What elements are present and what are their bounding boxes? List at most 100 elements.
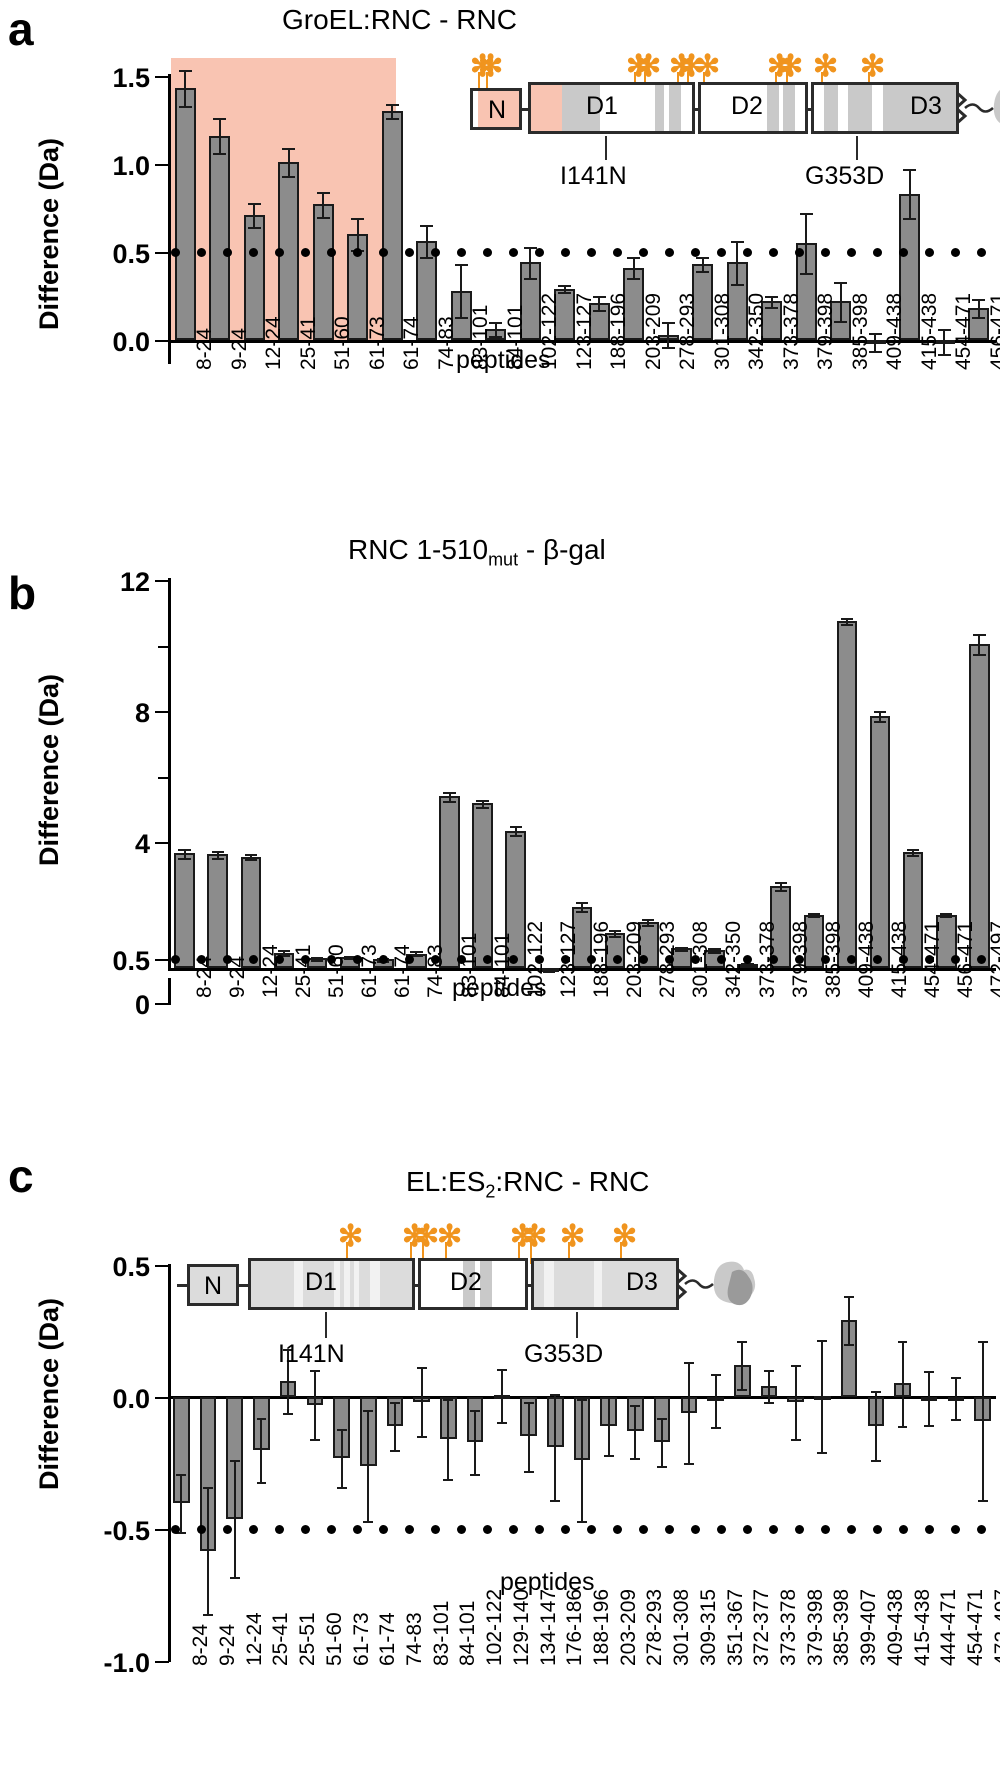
threshold-dot xyxy=(483,1525,492,1534)
x-tick-label: 379-398 xyxy=(788,920,812,998)
threshold-dot xyxy=(275,248,284,257)
domain-linker xyxy=(415,1284,420,1287)
panel-a-yaxis xyxy=(168,74,171,364)
asterisk-icon: ✻ xyxy=(813,50,839,83)
error-bar-cap xyxy=(657,1417,668,1420)
panel-c-ytick-0.5: 0.5 xyxy=(112,1252,150,1282)
domain-linker xyxy=(177,1284,189,1287)
threshold-dot xyxy=(951,1525,960,1534)
error-bar-cap xyxy=(924,1424,935,1427)
error-bar-cap xyxy=(489,322,503,325)
mutation-label-i141n: I141N xyxy=(560,162,627,190)
error-bar xyxy=(908,169,911,219)
threshold-dot xyxy=(483,248,492,257)
error-bar-cap xyxy=(897,1340,908,1343)
threshold-dot xyxy=(457,955,466,964)
x-tick-label: 84-101 xyxy=(503,304,527,370)
threshold-dot xyxy=(899,955,908,964)
x-tick-label: 61-73 xyxy=(365,316,389,370)
threshold-dot xyxy=(951,955,960,964)
error-bar xyxy=(598,295,601,311)
threshold-dot xyxy=(613,1525,622,1534)
error-bar-cap xyxy=(577,1521,587,1524)
mutation-leader-1 xyxy=(325,1312,327,1338)
asterisk-icon: ✻ xyxy=(560,1220,586,1253)
panel-c-tick--0.5 xyxy=(155,1529,169,1531)
error-bar-cap xyxy=(410,951,423,954)
error-bar xyxy=(805,213,808,274)
threshold-dot xyxy=(873,248,882,257)
panel-c-ytick--0.5: -0.5 xyxy=(103,1516,150,1546)
threshold-dot xyxy=(769,955,778,964)
error-bar-cap xyxy=(817,1451,828,1454)
domain-stripe xyxy=(594,1261,602,1307)
x-tick-label: 409-438 xyxy=(883,1588,907,1666)
error-bar-cap xyxy=(229,1577,240,1580)
x-tick-label: 61-73 xyxy=(358,944,382,998)
asterisk-stem xyxy=(677,72,679,86)
error-bar-cap xyxy=(708,948,721,951)
panel-a-tick-1.5 xyxy=(155,76,169,78)
error-bar-cap xyxy=(496,1421,507,1424)
error-bar-cap xyxy=(309,1370,320,1373)
domain-n-label: N xyxy=(204,1272,223,1300)
panel-a: a GroEL:RNC - RNC Difference (Da) 1.5 1.… xyxy=(0,0,1000,480)
panel-b-plot xyxy=(168,578,996,973)
error-bar xyxy=(216,850,219,859)
panel-b-ytick-4: 4 xyxy=(134,829,150,859)
error-bar-cap xyxy=(470,1473,481,1476)
error-bar-cap xyxy=(592,295,606,298)
threshold-dot xyxy=(223,955,232,964)
x-tick-label: 74-83 xyxy=(403,1612,427,1666)
error-bar-cap xyxy=(178,849,191,852)
error-bar xyxy=(845,617,848,625)
asterisk-stem xyxy=(478,72,480,90)
x-tick-label: 342-350 xyxy=(722,920,746,998)
threshold-dot xyxy=(639,955,648,964)
x-tick-label: 444-471 xyxy=(937,1588,961,1666)
error-bar-cap xyxy=(696,257,710,260)
error-bar-cap xyxy=(416,1367,427,1370)
bar xyxy=(439,796,460,968)
x-tick-label: 188-196 xyxy=(590,920,613,998)
error-bar xyxy=(481,800,484,807)
error-bar-cap xyxy=(390,1449,400,1452)
panel-b-ylabel: Difference (Da) xyxy=(34,673,64,866)
x-tick-label: 51-60 xyxy=(325,944,349,998)
error-bar xyxy=(460,264,463,318)
threshold-dot xyxy=(379,248,388,257)
error-bar xyxy=(981,1340,984,1501)
error-bar-cap xyxy=(937,329,951,332)
domain-stripe xyxy=(848,85,872,131)
asterisk-stem xyxy=(644,72,646,86)
error-bar-cap xyxy=(642,919,655,922)
bar xyxy=(174,87,196,340)
error-bar-cap xyxy=(283,1412,294,1415)
threshold-dot xyxy=(171,1525,180,1534)
domain-linker xyxy=(695,108,700,111)
threshold-dot xyxy=(717,248,726,257)
panel-b-tick-6 xyxy=(158,777,169,779)
error-bar-cap xyxy=(385,103,399,106)
panel-b-tick-0 xyxy=(155,1003,169,1005)
panel-a-letter: a xyxy=(8,3,34,55)
x-tick-label: 61-73 xyxy=(349,1612,373,1666)
error-bar-cap xyxy=(710,1374,721,1377)
error-bar xyxy=(554,1394,557,1501)
bar xyxy=(240,856,262,968)
error-bar-cap xyxy=(550,1394,561,1396)
error-bar-cap xyxy=(950,1376,961,1379)
error-bar xyxy=(287,147,290,177)
error-bar-cap xyxy=(868,332,882,335)
x-tick-label: 278-293 xyxy=(656,920,680,998)
panel-c: c EL:ES2:RNC - RNC Difference (Da) 0.5 0… xyxy=(0,1010,1000,1766)
error-bar-cap xyxy=(870,1391,881,1394)
bar xyxy=(969,643,990,968)
error-bar-cap xyxy=(211,858,224,861)
threshold-dot xyxy=(249,1525,258,1534)
error-bar xyxy=(839,281,842,321)
domain-stripe xyxy=(463,1261,475,1307)
error-bar-cap xyxy=(211,850,224,853)
mutation-label-g353d: G353D xyxy=(524,1340,604,1368)
panel-c-ytick-0.0: 0.0 xyxy=(112,1384,150,1414)
